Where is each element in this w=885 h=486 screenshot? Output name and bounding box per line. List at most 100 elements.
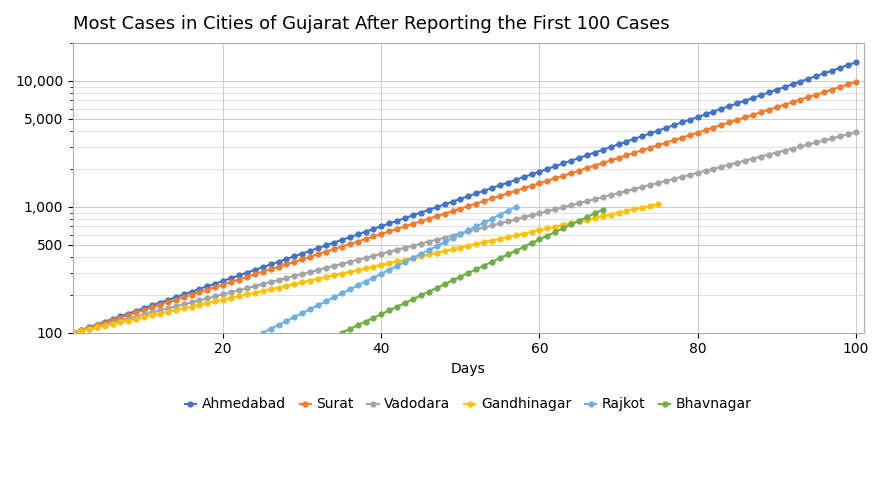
Bhavnagar xyxy=(439,281,450,287)
Gandhinagar xyxy=(115,319,126,325)
Rajkot xyxy=(463,227,473,233)
Line: Surat: Surat xyxy=(71,80,858,335)
Bhavnagar xyxy=(479,262,489,268)
Bhavnagar xyxy=(503,251,513,257)
Vadodara xyxy=(850,129,861,135)
Rajkot xyxy=(471,224,481,229)
Bhavnagar xyxy=(368,315,379,321)
Surat xyxy=(850,79,861,85)
Bhavnagar xyxy=(597,207,608,212)
Gandhinagar xyxy=(535,227,545,233)
Bhavnagar xyxy=(344,326,355,332)
X-axis label: Days: Days xyxy=(451,362,486,376)
Surat xyxy=(787,99,797,105)
Gandhinagar xyxy=(67,330,78,336)
Rajkot xyxy=(289,314,300,320)
Line: Bhavnagar: Bhavnagar xyxy=(339,207,605,335)
Surat xyxy=(811,92,821,98)
Rajkot xyxy=(384,267,395,273)
Rajkot xyxy=(304,306,315,312)
Rajkot xyxy=(503,208,513,214)
Ahmedabad xyxy=(535,169,545,174)
Bhavnagar xyxy=(550,229,560,235)
Rajkot xyxy=(266,326,276,331)
Bhavnagar xyxy=(511,248,521,254)
Vadodara xyxy=(811,139,821,145)
Vadodara xyxy=(67,330,78,336)
Ahmedabad xyxy=(250,267,260,273)
Bhavnagar xyxy=(471,266,481,272)
Rajkot xyxy=(312,302,323,308)
Surat xyxy=(250,272,260,278)
Ahmedabad xyxy=(850,59,861,65)
Line: Ahmedabad: Ahmedabad xyxy=(71,60,858,335)
Rajkot xyxy=(258,330,268,336)
Rajkot xyxy=(400,259,411,265)
Rajkot xyxy=(495,212,505,218)
Bhavnagar xyxy=(589,210,600,216)
Rajkot xyxy=(281,318,292,324)
Line: Gandhinagar: Gandhinagar xyxy=(71,202,660,335)
Rajkot xyxy=(511,204,521,209)
Rajkot xyxy=(328,295,339,300)
Ahmedabad xyxy=(218,278,228,284)
Bhavnagar xyxy=(416,293,427,298)
Surat xyxy=(535,180,545,186)
Rajkot xyxy=(439,239,450,245)
Bhavnagar xyxy=(519,244,529,250)
Bhavnagar xyxy=(566,222,576,227)
Vadodara xyxy=(218,291,228,297)
Vadodara xyxy=(787,146,797,152)
Gandhinagar xyxy=(653,201,664,207)
Rajkot xyxy=(416,251,427,257)
Rajkot xyxy=(479,220,489,226)
Bhavnagar xyxy=(581,214,592,220)
Rajkot xyxy=(487,216,497,222)
Vadodara xyxy=(535,210,545,216)
Bhavnagar xyxy=(463,270,473,276)
Rajkot xyxy=(408,255,419,261)
Bhavnagar xyxy=(392,304,403,310)
Bhavnagar xyxy=(447,278,458,283)
Rajkot xyxy=(344,286,355,292)
Rajkot xyxy=(455,231,466,237)
Bhavnagar xyxy=(336,330,347,336)
Bhavnagar xyxy=(543,233,553,239)
Bhavnagar xyxy=(495,255,505,261)
Bhavnagar xyxy=(360,319,371,325)
Ahmedabad xyxy=(67,330,78,336)
Bhavnagar xyxy=(558,226,568,231)
Line: Vadodara: Vadodara xyxy=(71,130,858,335)
Rajkot xyxy=(368,275,379,280)
Rajkot xyxy=(447,235,458,241)
Bhavnagar xyxy=(400,300,411,306)
Ahmedabad xyxy=(471,191,481,196)
Rajkot xyxy=(336,291,347,296)
Rajkot xyxy=(352,282,363,288)
Bhavnagar xyxy=(431,285,442,291)
Bhavnagar xyxy=(384,308,395,313)
Bhavnagar xyxy=(352,322,363,328)
Line: Rajkot: Rajkot xyxy=(260,204,519,335)
Ahmedabad xyxy=(787,81,797,87)
Bhavnagar xyxy=(573,218,584,224)
Bhavnagar xyxy=(376,311,387,317)
Vadodara xyxy=(250,283,260,289)
Gandhinagar xyxy=(550,224,560,229)
Rajkot xyxy=(297,310,308,316)
Bhavnagar xyxy=(424,289,435,295)
Gandhinagar xyxy=(527,229,537,235)
Bhavnagar xyxy=(527,240,537,246)
Rajkot xyxy=(320,298,331,304)
Surat xyxy=(471,201,481,207)
Gandhinagar xyxy=(589,215,600,221)
Bhavnagar xyxy=(408,296,419,302)
Text: Most Cases in Cities of Gujarat After Reporting the First 100 Cases: Most Cases in Cities of Gujarat After Re… xyxy=(73,15,670,33)
Ahmedabad xyxy=(811,73,821,79)
Rajkot xyxy=(273,322,284,328)
Rajkot xyxy=(360,278,371,284)
Rajkot xyxy=(431,243,442,249)
Rajkot xyxy=(424,247,435,253)
Legend: Ahmedabad, Surat, Vadodara, Gandhinagar, Rajkot, Bhavnagar: Ahmedabad, Surat, Vadodara, Gandhinagar,… xyxy=(180,392,758,417)
Vadodara xyxy=(471,226,481,232)
